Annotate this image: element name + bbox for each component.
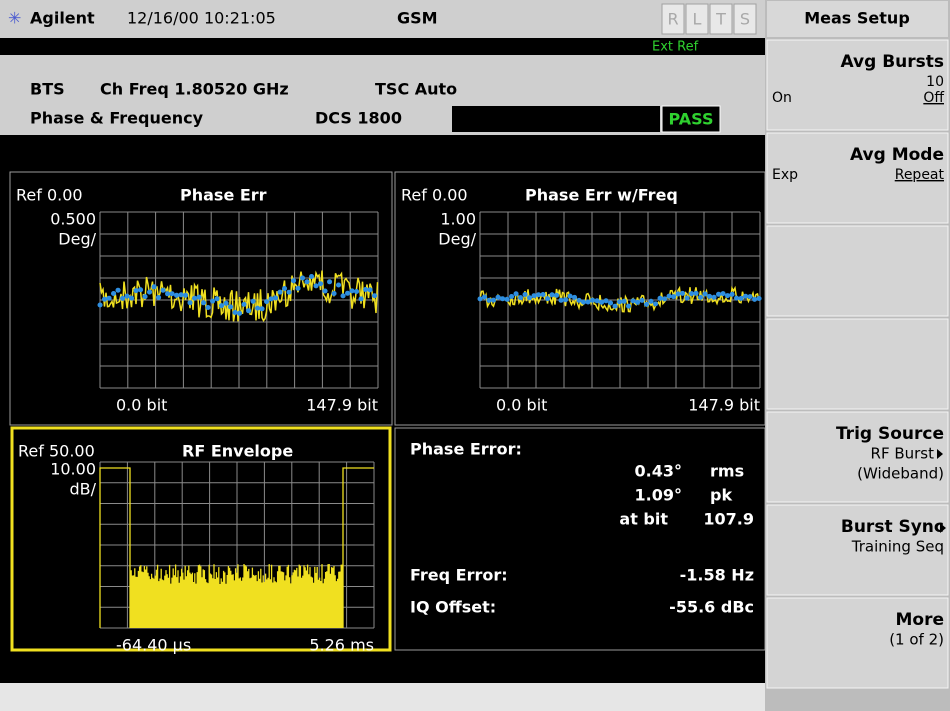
softkey-value: 10 [926,74,944,90]
info: TSC Auto [375,80,457,99]
metric-value: 1.09° [635,486,682,505]
menu-title: Meas Setup [804,9,910,28]
x-end: 5.26 ms [309,636,374,655]
softkey-title: Trig Source [836,424,944,444]
info: DCS 1800 [315,109,402,128]
status-box [452,106,660,132]
metric-unit: pk [710,486,732,505]
x-end: 147.9 bit [688,396,760,415]
info: Phase & Frequency [30,109,204,128]
softkey-line: RF Burst [871,445,935,463]
softkey-option: On [772,90,792,106]
panel-title: Phase Err w/Freq [525,186,678,205]
indicator-box [685,3,709,35]
mode: GSM [397,9,438,28]
datetime: 12/16/00 10:21:05 [127,9,276,28]
submenu-arrow [937,449,943,459]
x-start: -64.40 µs [116,636,191,655]
softkey[interactable] [766,411,949,503]
panel-title: Phase Err [180,186,267,205]
trace-points [477,290,762,309]
grid [99,211,379,389]
indicator-box [661,3,685,35]
logo: Agilent [30,9,95,28]
metric-label: Freq Error: [410,566,508,585]
pass-box [661,105,721,133]
metric-value: 0.43° [635,462,682,481]
metric-value: 107.9 [703,510,754,529]
softkey-title: Burst Sync [841,517,944,537]
menu-title-bg [767,1,948,37]
scale-unit: dB/ [69,480,96,499]
softkey [766,225,949,317]
panel-title: RF Envelope [182,442,293,461]
x-start: 0.0 bit [496,396,547,415]
metric-label: IQ Offset: [410,598,496,617]
grid [479,211,761,389]
softkey-line: (Wideband) [857,465,944,483]
ref-level: Ref 0.00 [16,186,83,205]
softkey[interactable] [766,597,949,689]
indicator: S [740,10,750,29]
trace-points [97,274,378,316]
softkey-title: More [895,610,944,630]
pass: PASS [669,110,714,129]
scale: 10.00 [50,460,96,479]
softkey [766,318,949,410]
scale-unit: Deg/ [58,230,96,249]
scale: 1.00 [440,210,476,229]
softkey-option-active: Repeat [895,167,945,183]
x-start: 0.0 bit [116,396,167,415]
metric-label: Phase Error: [410,440,522,459]
trace [479,285,760,313]
softkey-title: Avg Mode [850,145,944,165]
softkey[interactable] [766,132,949,224]
info: BTS [30,80,65,99]
ref-level: Ref 0.00 [401,186,468,205]
x-end: 147.9 bit [306,396,378,415]
indicator: R [667,10,678,29]
indicator: T [715,10,726,29]
info: Ch Freq 1.80520 GHz [100,80,289,99]
softkey-option-active: Off [923,90,944,106]
indicator-box [709,3,733,35]
ref-level: Ref 50.00 [18,442,95,461]
trace [99,270,379,323]
softkey-line: (1 of 2) [889,631,944,649]
metric-label: at bit [619,510,668,529]
status-row [0,38,765,55]
metric-value: -1.58 Hz [680,566,754,585]
scale-unit: Deg/ [438,230,476,249]
metric-value: -55.6 dBc [669,598,754,617]
header-bar [0,0,765,38]
softkey-line: Training Seq [851,538,944,556]
indicator-box [733,3,757,35]
ext-ref: Ext Ref [652,40,699,55]
scale: 0.500 [50,210,96,229]
indicator: L [693,10,702,29]
softkey[interactable] [766,504,949,596]
softkey-option: Exp [772,167,798,183]
logo-icon: ✳ [8,9,21,28]
metrics-panel [394,427,766,651]
submenu-arrow [940,523,946,533]
trace [99,467,374,628]
bottom-bar [0,683,765,711]
softkey-title: Avg Bursts [840,52,944,72]
metric-unit: rms [710,462,744,481]
softkey[interactable] [766,39,949,131]
